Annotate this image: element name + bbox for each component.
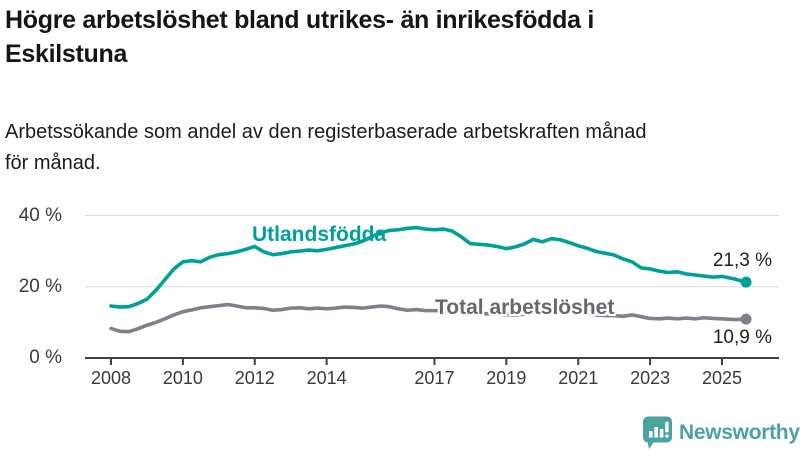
x-axis — [85, 357, 779, 365]
newsworthy-logo-icon — [643, 416, 672, 449]
chart-subtitle-line1: Arbetssökande som andel av den registerb… — [5, 121, 647, 143]
newsworthy-logo: Newsworthy — [642, 416, 800, 450]
x-axis-label-2019: 2019 — [486, 368, 527, 388]
end-dot-0 — [740, 276, 752, 288]
gridlines — [85, 215, 779, 288]
page-title: Högre arbetslöshet bland utrikes- än inr… — [5, 3, 785, 71]
page-title-line1: Högre arbetslöshet bland utrikes- än inr… — [5, 6, 594, 34]
chart-subtitle-line2: för månad. — [5, 152, 101, 174]
data-lines — [109, 225, 748, 334]
x-axis-label-2021: 2021 — [558, 368, 599, 388]
end-dot-1 — [740, 313, 752, 325]
y-axis-label-40: 40 % — [18, 204, 62, 226]
x-axis-label-2012: 2012 — [234, 368, 275, 388]
page-title-line2: Eskilstuna — [5, 40, 128, 68]
chart-subtitle: Arbetssökande som andel av den registerb… — [5, 117, 795, 179]
x-axis-label-2025: 2025 — [701, 368, 742, 388]
series-label-utlandsfodda: Utlandsfödda — [252, 223, 387, 246]
newsworthy-logo-text: Newsworthy — [679, 421, 800, 444]
x-axis-label-2014: 2014 — [306, 368, 347, 388]
line-end-dots — [740, 276, 752, 325]
y-axis-label-20: 20 % — [18, 275, 62, 297]
x-axis-label-2008: 2008 — [90, 368, 132, 388]
x-axis-label-2017: 2017 — [414, 368, 455, 388]
end-value-label-utlandsfodda: 21,3 % — [712, 250, 772, 271]
end-value-label-total: 10,9 % — [712, 327, 772, 348]
data-line-1 — [109, 302, 748, 334]
x-axis-label-2010: 2010 — [162, 368, 203, 388]
series-label-total-arbetsloshet: Total arbetslöshet — [435, 296, 615, 319]
y-axis-label-0: 0 % — [29, 347, 62, 368]
x-axis-label-2023: 2023 — [630, 368, 671, 388]
data-line-0 — [109, 225, 748, 309]
